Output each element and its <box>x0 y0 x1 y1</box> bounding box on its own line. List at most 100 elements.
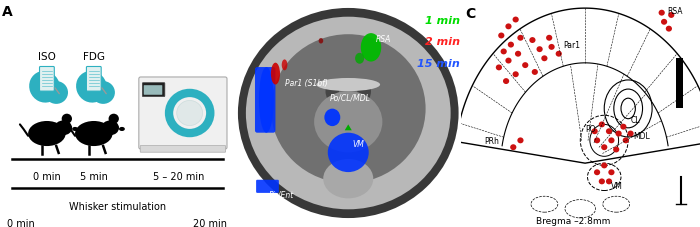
Ellipse shape <box>324 109 340 127</box>
Ellipse shape <box>281 60 288 71</box>
Text: VM: VM <box>611 182 623 191</box>
Circle shape <box>661 20 667 26</box>
FancyBboxPatch shape <box>142 83 165 97</box>
Circle shape <box>529 38 536 44</box>
Ellipse shape <box>271 63 280 85</box>
Ellipse shape <box>119 127 125 131</box>
Text: 5 min: 5 min <box>80 171 108 181</box>
Ellipse shape <box>76 72 107 103</box>
Text: B: B <box>241 11 252 25</box>
Ellipse shape <box>246 18 451 209</box>
Circle shape <box>496 65 502 71</box>
Text: Par1: Par1 <box>564 41 580 50</box>
Circle shape <box>546 36 552 42</box>
Text: CL: CL <box>631 116 640 125</box>
Ellipse shape <box>316 79 380 92</box>
Circle shape <box>536 47 542 53</box>
Circle shape <box>620 124 626 130</box>
Text: PO: PO <box>585 125 596 134</box>
FancyBboxPatch shape <box>676 59 683 109</box>
Circle shape <box>62 114 72 124</box>
Circle shape <box>532 70 538 76</box>
Ellipse shape <box>326 81 339 103</box>
FancyBboxPatch shape <box>255 68 275 133</box>
Ellipse shape <box>271 35 426 183</box>
Ellipse shape <box>259 68 274 133</box>
Ellipse shape <box>28 121 66 146</box>
Circle shape <box>594 170 600 175</box>
Ellipse shape <box>29 72 60 103</box>
Ellipse shape <box>323 159 373 198</box>
Text: 0 min: 0 min <box>7 218 35 227</box>
Circle shape <box>505 58 512 64</box>
Ellipse shape <box>360 34 382 62</box>
FancyBboxPatch shape <box>256 180 279 193</box>
Ellipse shape <box>318 39 323 44</box>
Text: ISO: ISO <box>38 51 56 61</box>
Text: VM: VM <box>353 139 365 148</box>
Text: RSA: RSA <box>668 7 683 16</box>
FancyBboxPatch shape <box>39 67 55 92</box>
Circle shape <box>623 138 629 144</box>
Circle shape <box>659 11 665 17</box>
Ellipse shape <box>72 127 78 131</box>
Text: 2 min: 2 min <box>425 37 460 47</box>
Circle shape <box>556 52 562 57</box>
Text: C: C <box>466 7 475 21</box>
Text: RSA: RSA <box>375 35 391 44</box>
Circle shape <box>522 63 528 69</box>
Circle shape <box>108 114 119 124</box>
Ellipse shape <box>314 92 382 153</box>
Text: Po/CL/MDL: Po/CL/MDL <box>330 94 371 102</box>
Circle shape <box>608 138 615 144</box>
Circle shape <box>541 56 547 62</box>
Text: Pir/Ent: Pir/Ent <box>269 189 294 198</box>
Text: PRh: PRh <box>484 136 499 145</box>
Circle shape <box>500 49 507 55</box>
Circle shape <box>601 145 608 151</box>
Circle shape <box>517 36 524 42</box>
Circle shape <box>508 42 514 48</box>
Circle shape <box>512 72 519 78</box>
Circle shape <box>517 138 524 144</box>
Circle shape <box>668 13 674 19</box>
Text: FDG: FDG <box>83 51 105 61</box>
Text: MDL: MDL <box>633 132 650 141</box>
Circle shape <box>601 163 608 169</box>
Ellipse shape <box>328 133 369 172</box>
Ellipse shape <box>109 98 111 101</box>
Circle shape <box>512 17 519 23</box>
Circle shape <box>606 179 612 185</box>
Circle shape <box>503 79 509 85</box>
Ellipse shape <box>55 121 72 136</box>
Text: Bregma –2.8mm: Bregma –2.8mm <box>536 216 610 225</box>
Text: 5 – 20 min: 5 – 20 min <box>153 171 204 181</box>
Ellipse shape <box>238 9 458 218</box>
Text: Par1 (S1bf): Par1 (S1bf) <box>284 78 328 87</box>
Ellipse shape <box>45 82 68 104</box>
Ellipse shape <box>345 95 351 106</box>
Circle shape <box>498 33 505 39</box>
FancyBboxPatch shape <box>144 86 162 95</box>
Circle shape <box>549 45 554 51</box>
Circle shape <box>606 129 612 135</box>
Circle shape <box>505 24 512 30</box>
Text: 1 min: 1 min <box>425 15 460 25</box>
FancyBboxPatch shape <box>139 78 227 149</box>
Ellipse shape <box>102 121 119 136</box>
Circle shape <box>598 179 605 185</box>
FancyBboxPatch shape <box>86 67 101 92</box>
Text: 0 min: 0 min <box>33 171 61 181</box>
Polygon shape <box>456 9 700 163</box>
Circle shape <box>515 52 522 57</box>
Circle shape <box>615 131 622 137</box>
Circle shape <box>510 145 517 151</box>
Circle shape <box>613 147 620 153</box>
Circle shape <box>177 101 202 126</box>
Ellipse shape <box>62 98 64 101</box>
Circle shape <box>592 129 598 135</box>
Circle shape <box>598 122 605 128</box>
FancyBboxPatch shape <box>140 146 225 153</box>
Circle shape <box>627 131 634 137</box>
Ellipse shape <box>75 121 113 146</box>
